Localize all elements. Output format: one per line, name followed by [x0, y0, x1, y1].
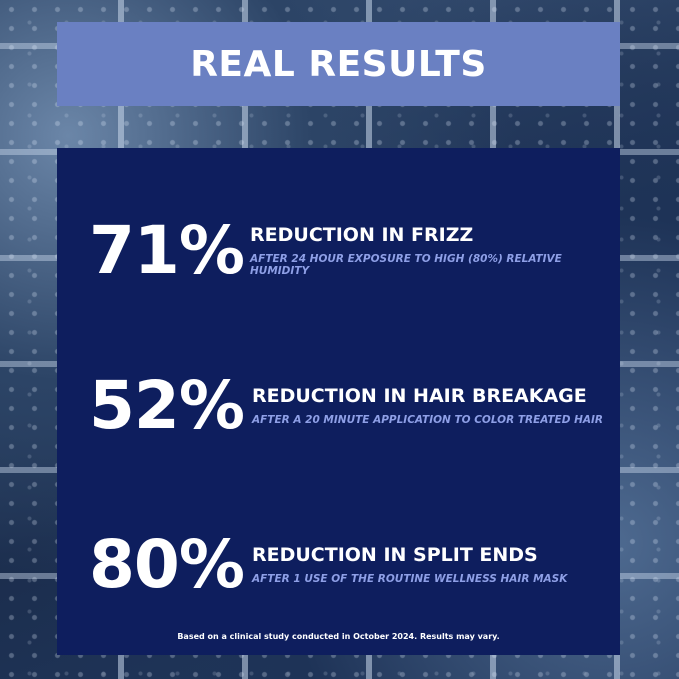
footnote: Based on a clinical study conducted in O…: [177, 632, 500, 641]
stat-value: 52%: [89, 366, 245, 444]
header-band: REAL RESULTS: [57, 22, 620, 106]
stat-subtitle: AFTER 24 HOUR EXPOSURE TO HIGH (80%) REL…: [250, 252, 562, 277]
stat-title: REDUCTION IN SPLIT ENDS: [252, 543, 538, 566]
stat-title: REDUCTION IN HAIR BREAKAGE: [252, 384, 587, 407]
stat-subtitle: AFTER A 20 MINUTE APPLICATION TO COLOR T…: [252, 413, 603, 426]
stat-title: REDUCTION IN FRIZZ: [250, 223, 474, 246]
stat-row-split-ends: 80% REDUCTION IN SPLIT ENDS AFTER 1 USE …: [89, 519, 567, 609]
stat-value: 80%: [89, 525, 245, 603]
results-panel: 71% REDUCTION IN FRIZZ AFTER 24 HOUR EXP…: [57, 148, 620, 655]
stat-row-breakage: 52% REDUCTION IN HAIR BREAKAGE AFTER A 2…: [89, 360, 603, 450]
stat-row-frizz: 71% REDUCTION IN FRIZZ AFTER 24 HOUR EXP…: [89, 205, 620, 295]
stat-value: 71%: [89, 211, 245, 289]
page-title: REAL RESULTS: [190, 43, 487, 85]
stat-subtitle: AFTER 1 USE OF THE ROUTINE WELLNESS HAIR…: [252, 572, 568, 585]
